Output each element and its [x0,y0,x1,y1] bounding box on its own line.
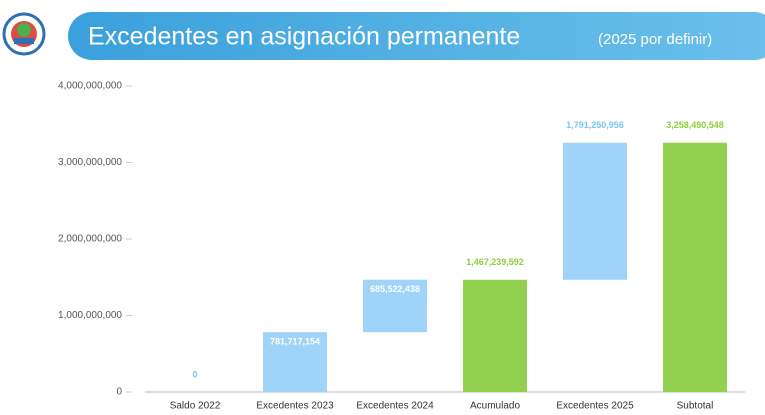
y-tick-label: 3,000,000,000 [58,157,122,168]
x-tick-label: Excedentes 2024 [356,401,434,412]
bar [563,142,627,280]
x-tick-label: Saldo 2022 [170,401,221,412]
y-tick-label: 2,000,000,000 [58,234,122,245]
x-tick-label: Excedentes 2023 [256,401,334,412]
chart-subtitle: (2025 por definir) [598,31,712,48]
y-tick-label: 1,000,000,000 [58,310,122,321]
y-tick-label: 0 [116,387,122,398]
value-label: 0 [192,369,197,379]
value-label: 781,717,154 [270,337,320,347]
value-label: 685,522,438 [370,284,420,294]
x-tick-label: Subtotal [677,401,714,412]
value-label: 1,791,250,956 [566,120,624,130]
header-banner [68,12,765,60]
logo [2,12,46,56]
bar [463,279,527,392]
chart-title: Excedentes en asignación permanente [88,23,520,51]
bar [363,279,427,333]
x-tick-label: Excedentes 2025 [556,401,634,412]
value-label: 3,258,490,548 [666,120,724,130]
y-tick-label: 4,000,000,000 [58,81,122,92]
value-label: 1,467,239,592 [466,257,524,267]
bar [663,142,727,392]
bar [263,332,327,392]
x-tick-label: Acumulado [470,401,520,412]
